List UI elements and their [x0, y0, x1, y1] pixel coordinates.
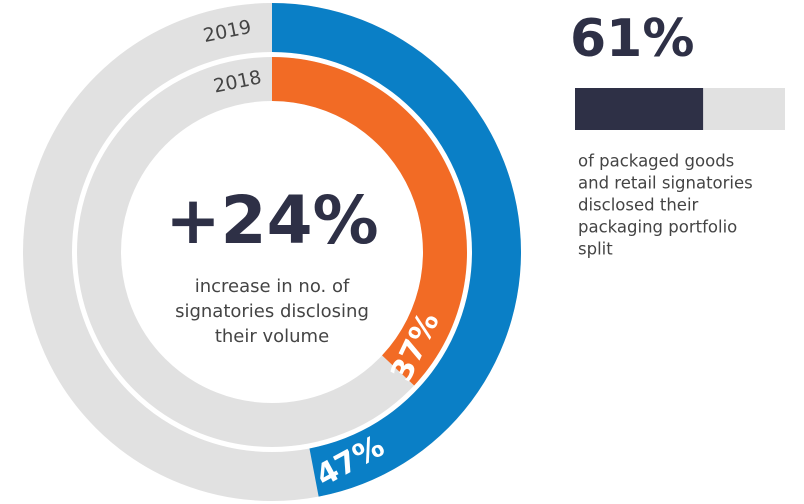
ring-arc [272, 57, 468, 386]
ring-arc [272, 3, 521, 497]
stat-caption: split [578, 240, 613, 259]
center-subtitle: signatories disclosing [175, 301, 369, 322]
stat-caption: of packaged goods [578, 152, 734, 171]
center-subtitle: increase in no. of [195, 276, 350, 297]
stat-caption: disclosed their [578, 196, 699, 215]
stat-value: 61% [570, 9, 694, 69]
center-subtitle: their volume [215, 326, 329, 347]
center-title: +24% [165, 182, 378, 259]
stat-caption: and retail signatories [578, 174, 753, 193]
stat-caption: packaging portfolio [578, 218, 737, 237]
progress-bar [575, 88, 704, 130]
